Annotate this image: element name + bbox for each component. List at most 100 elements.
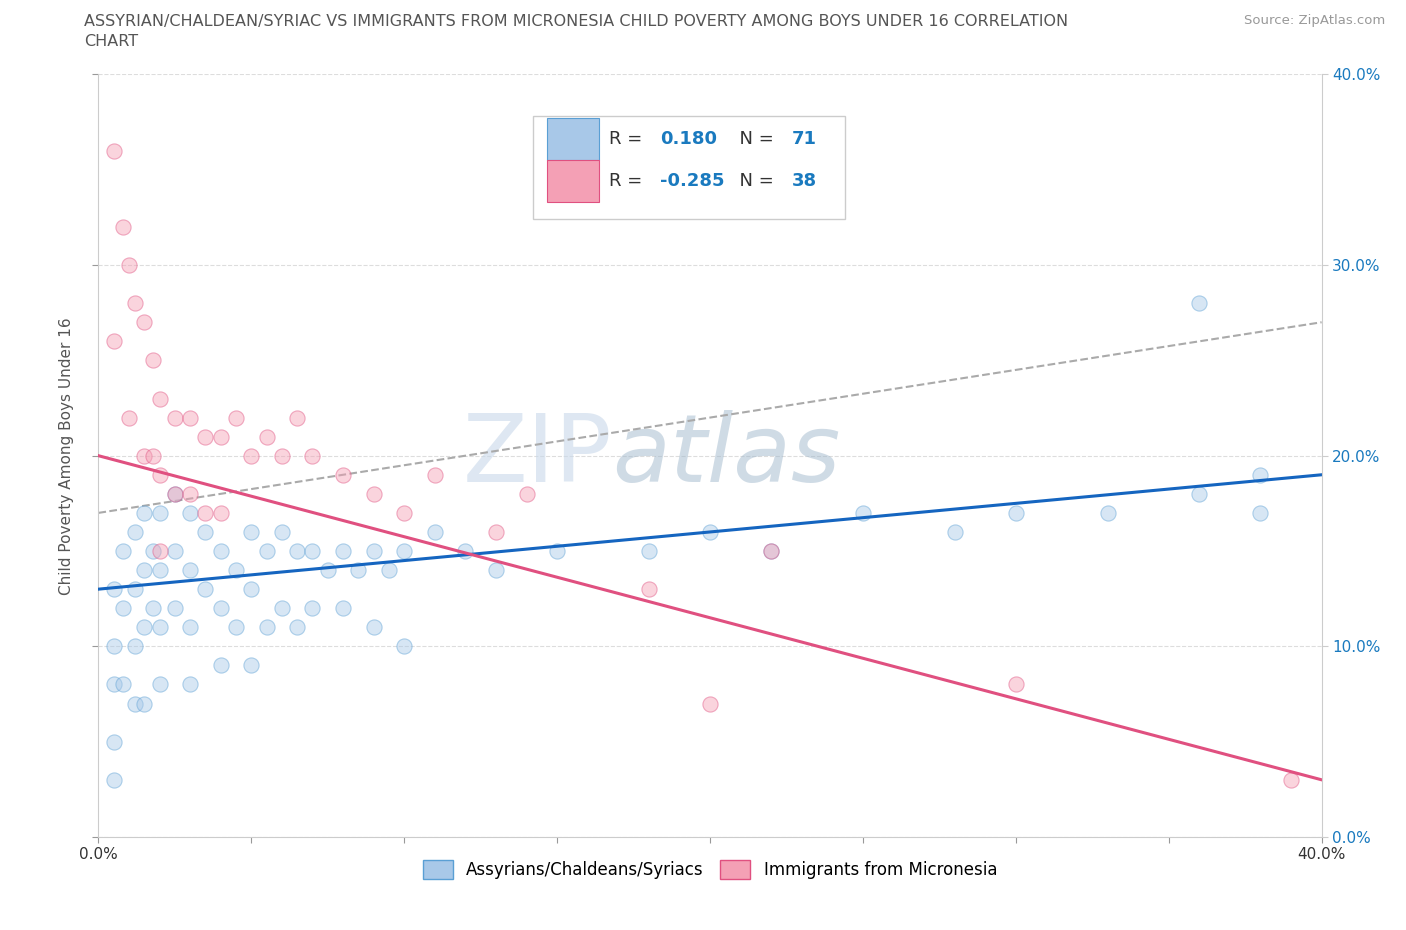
Point (149, 620, 172, 635)
Point (134, 506, 156, 521)
Point (179, 620, 201, 635)
Point (301, 601, 323, 616)
Point (1097, 506, 1119, 521)
Point (392, 639, 416, 654)
Point (163, 410, 186, 425)
Point (332, 543, 354, 558)
Point (1004, 506, 1026, 521)
Point (142, 543, 165, 558)
FancyBboxPatch shape (547, 118, 599, 160)
Point (124, 525, 146, 539)
Point (699, 525, 721, 539)
Point (179, 486, 201, 501)
Point (111, 601, 134, 616)
Text: 71: 71 (792, 130, 817, 148)
Point (392, 543, 416, 558)
Point (270, 601, 292, 616)
Text: 0.180: 0.180 (659, 130, 717, 148)
Point (149, 543, 172, 558)
Point (209, 601, 232, 616)
Text: ASSYRIAN/CHALDEAN/SYRIAC VS IMMIGRANTS FROM MICRONESIA CHILD POVERTY AMONG BOYS : ASSYRIAN/CHALDEAN/SYRIAC VS IMMIGRANTS F… (84, 14, 1069, 29)
Point (103, 735, 125, 750)
Point (363, 486, 385, 501)
Point (759, 543, 782, 558)
Point (1188, 296, 1211, 311)
Point (103, 639, 125, 654)
Point (316, 563, 339, 578)
Text: -0.285: -0.285 (659, 172, 724, 190)
Point (1249, 506, 1271, 521)
Point (118, 258, 141, 272)
Point (1004, 677, 1026, 692)
Point (256, 620, 278, 635)
Point (256, 543, 278, 558)
Point (163, 486, 186, 501)
Point (209, 658, 232, 673)
Text: ZIP: ZIP (463, 410, 612, 501)
Point (392, 506, 416, 521)
Point (103, 334, 125, 349)
Point (209, 506, 232, 521)
Point (256, 430, 278, 445)
Point (179, 563, 201, 578)
Point (124, 696, 146, 711)
Point (240, 658, 263, 673)
Point (270, 448, 292, 463)
Legend: Assyrians/Chaldeans/Syriacs, Immigrants from Micronesia: Assyrians/Chaldeans/Syriacs, Immigrants … (416, 854, 1004, 886)
Point (240, 448, 263, 463)
Point (485, 525, 508, 539)
Text: N =: N = (728, 130, 780, 148)
Point (142, 601, 165, 616)
Text: Source: ZipAtlas.com: Source: ZipAtlas.com (1244, 14, 1385, 27)
Point (134, 563, 156, 578)
Point (118, 410, 141, 425)
Point (240, 582, 263, 597)
Point (378, 563, 401, 578)
Text: atlas: atlas (612, 410, 841, 501)
Text: CHART: CHART (84, 34, 138, 49)
Point (142, 352, 165, 367)
Point (301, 543, 323, 558)
Point (194, 525, 217, 539)
Point (124, 296, 146, 311)
Point (124, 582, 146, 597)
Point (301, 448, 323, 463)
Point (423, 467, 446, 482)
Point (363, 543, 385, 558)
Point (149, 677, 172, 692)
Point (699, 696, 721, 711)
Point (103, 677, 125, 692)
Point (852, 506, 875, 521)
Point (637, 543, 661, 558)
Point (149, 467, 172, 482)
Point (134, 448, 156, 463)
Point (759, 543, 782, 558)
Point (516, 486, 538, 501)
Point (142, 448, 165, 463)
Point (163, 486, 186, 501)
Point (103, 582, 125, 597)
Point (423, 525, 446, 539)
FancyBboxPatch shape (547, 160, 599, 202)
Point (163, 601, 186, 616)
Point (111, 677, 134, 692)
Point (134, 620, 156, 635)
Point (485, 563, 508, 578)
Point (103, 772, 125, 787)
Point (179, 410, 201, 425)
Point (149, 506, 172, 521)
Point (194, 506, 217, 521)
Point (270, 525, 292, 539)
Point (332, 601, 354, 616)
Point (134, 314, 156, 330)
Point (194, 430, 217, 445)
Point (149, 563, 172, 578)
Point (163, 543, 186, 558)
Point (285, 543, 308, 558)
Point (1188, 486, 1211, 501)
Point (149, 391, 172, 405)
Point (347, 563, 370, 578)
Point (225, 620, 247, 635)
Point (1249, 467, 1271, 482)
Text: N =: N = (728, 172, 780, 190)
